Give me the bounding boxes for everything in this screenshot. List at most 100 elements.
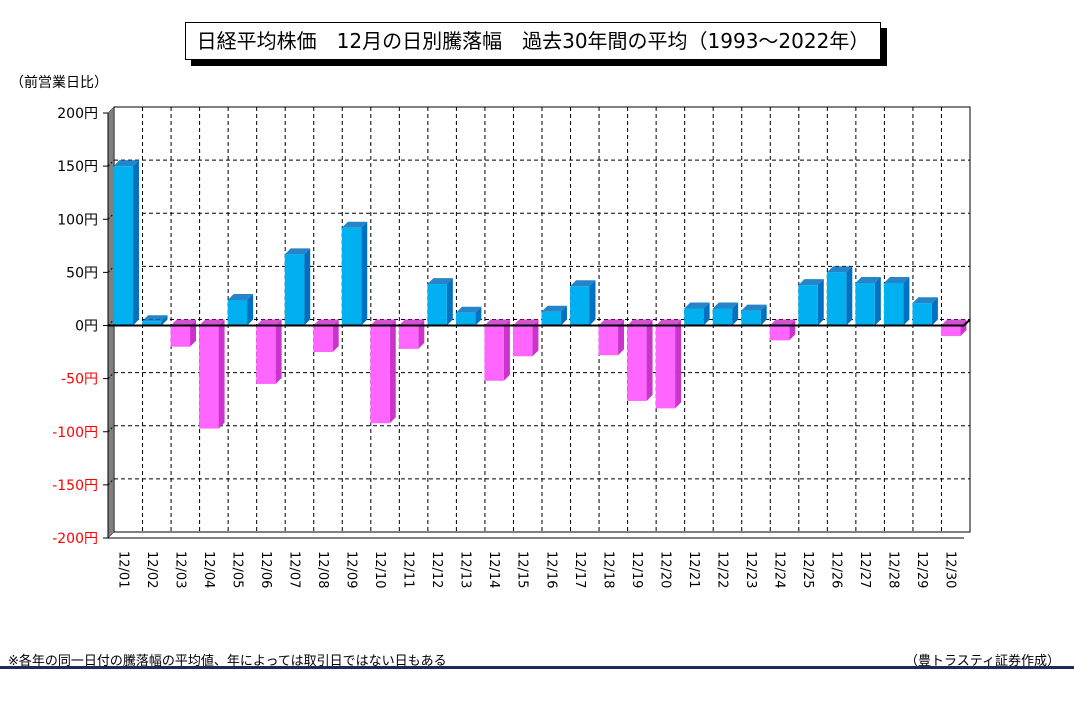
x-tick-label: 12/28 bbox=[886, 551, 901, 588]
bar-side-face bbox=[560, 305, 567, 326]
y-tick-label: 150円 bbox=[57, 159, 98, 175]
x-tick-label: 12/21 bbox=[686, 551, 701, 588]
bar-top-face bbox=[170, 319, 197, 326]
bar bbox=[826, 272, 847, 326]
bar-top-face bbox=[541, 305, 567, 312]
x-tick-label: 12/22 bbox=[714, 551, 729, 588]
bar-side-face bbox=[304, 248, 311, 326]
bar-top-face bbox=[798, 279, 824, 286]
x-tick-label: 12/10 bbox=[372, 551, 387, 588]
bar bbox=[313, 325, 333, 353]
bar-top-face bbox=[227, 294, 254, 300]
bar-top-face bbox=[513, 319, 539, 326]
zero-axis-line-end bbox=[963, 318, 971, 327]
bar-side-face bbox=[218, 319, 225, 429]
y-tick-label: 100円 bbox=[57, 212, 98, 228]
bar bbox=[284, 254, 305, 326]
y-axis-unit-label: （前営業日比） bbox=[10, 75, 108, 91]
x-tick-label: 12/11 bbox=[401, 551, 416, 588]
y-gridline-side bbox=[107, 425, 115, 433]
bar bbox=[256, 325, 276, 384]
bar bbox=[398, 325, 419, 349]
y-tick-label: -100円 bbox=[52, 425, 98, 441]
bar bbox=[684, 308, 704, 326]
bar-side-face bbox=[503, 319, 510, 381]
x-tick-label: 12/29 bbox=[914, 551, 929, 588]
bar-top-face bbox=[199, 319, 225, 326]
bar bbox=[798, 285, 818, 326]
bar bbox=[427, 284, 447, 326]
x-tick-label: 12/17 bbox=[572, 551, 587, 588]
bar bbox=[227, 300, 248, 326]
bar-top-face bbox=[941, 319, 967, 326]
bar-top-face bbox=[855, 277, 881, 283]
bar-side-face bbox=[161, 315, 168, 326]
x-tick-label: 12/06 bbox=[258, 551, 273, 588]
bar-side-face bbox=[675, 319, 682, 409]
bar-top-face bbox=[313, 319, 339, 326]
bar-side-face bbox=[903, 277, 910, 326]
y-tick-label: 50円 bbox=[66, 265, 98, 281]
bar-side-face bbox=[446, 278, 453, 326]
bar-top-face bbox=[912, 297, 938, 304]
bar bbox=[541, 311, 561, 326]
bar bbox=[712, 308, 733, 326]
x-tick-label: 12/08 bbox=[315, 551, 330, 588]
x-tick-label: 12/16 bbox=[543, 551, 558, 588]
y-tick-label: 0円 bbox=[75, 319, 98, 335]
bar-side-face bbox=[760, 304, 767, 326]
y-tick-label: -150円 bbox=[52, 478, 98, 494]
bar bbox=[170, 325, 191, 347]
bar-top-face bbox=[427, 278, 453, 285]
bar bbox=[455, 312, 476, 326]
x-tick-label: 12/27 bbox=[857, 551, 872, 588]
bar-top-face bbox=[370, 319, 396, 326]
bar-side-face bbox=[389, 319, 396, 424]
bar-side-face bbox=[732, 302, 739, 326]
bar-side-face bbox=[132, 160, 139, 326]
bar-top-face bbox=[684, 302, 710, 309]
bar bbox=[113, 166, 133, 326]
bar-side-face bbox=[247, 294, 254, 326]
x-tick-label: 12/02 bbox=[144, 551, 159, 588]
footnote: ※各年の同一日付の騰落幅の平均値、年によっては取引日ではない日もある bbox=[8, 654, 447, 669]
bar bbox=[370, 325, 390, 424]
y-gridline-side bbox=[107, 478, 115, 486]
bar-side-face bbox=[846, 266, 853, 326]
bar-top-face bbox=[398, 319, 425, 326]
x-tick-label: 12/19 bbox=[629, 551, 644, 588]
bar bbox=[883, 283, 904, 326]
bar-side-face bbox=[618, 319, 625, 356]
bar bbox=[484, 325, 504, 381]
bar-top-face bbox=[570, 280, 596, 287]
bar bbox=[627, 325, 647, 401]
x-tick-label: 12/30 bbox=[943, 551, 958, 588]
bar-side-face bbox=[589, 280, 596, 326]
bar-top-face bbox=[455, 306, 482, 313]
y-tick-label: -50円 bbox=[61, 372, 98, 388]
bar-chart: 200円 150円 100円 50円 0円 -50円 -100円 -150円 -200円 12/0… bbox=[52, 106, 971, 588]
x-tick-label: 12/01 bbox=[115, 551, 130, 588]
x-tick-label: 12/14 bbox=[486, 551, 501, 588]
bar-side-face bbox=[332, 319, 339, 353]
bar-side-face bbox=[646, 319, 653, 401]
bar bbox=[570, 286, 590, 326]
bar-side-face bbox=[703, 302, 710, 326]
bar-top-face bbox=[712, 302, 739, 309]
bar-top-face bbox=[341, 221, 368, 228]
bar-side-face bbox=[418, 319, 425, 349]
x-tick-label: 12/18 bbox=[600, 551, 615, 588]
bar-side-face bbox=[874, 277, 881, 326]
x-tick-label: 12/03 bbox=[172, 551, 187, 588]
x-tick-label: 12/05 bbox=[229, 551, 244, 588]
bar-top-face bbox=[741, 304, 767, 311]
bar-side-face bbox=[931, 297, 938, 326]
y-gridline-side bbox=[107, 372, 115, 379]
bar-top-face bbox=[627, 319, 653, 326]
bar-side-face bbox=[532, 319, 539, 357]
bar-top-face bbox=[284, 248, 311, 255]
x-tick-label: 12/13 bbox=[458, 551, 473, 588]
y-gridline-side bbox=[107, 266, 115, 273]
bar-top-face bbox=[769, 319, 796, 326]
bar bbox=[142, 321, 162, 326]
